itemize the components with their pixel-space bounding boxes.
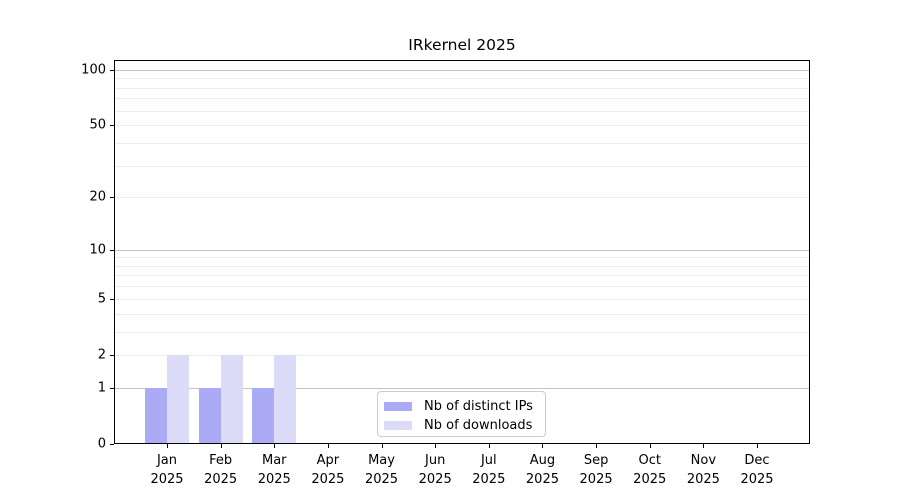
x-tick-label: Oct 2025 [633, 453, 667, 487]
gridline-minor [115, 98, 809, 99]
bar-distinct-ips [252, 387, 275, 443]
x-tick [221, 444, 222, 448]
gridline-minor [115, 111, 809, 112]
gridline-minor [115, 275, 809, 276]
bar-distinct-ips [198, 387, 221, 443]
legend-swatch-distinct-ips [384, 402, 412, 411]
x-tick [328, 444, 329, 448]
gridline-minor [115, 88, 809, 89]
y-tick [110, 250, 114, 251]
y-tick-label: 5 [97, 291, 106, 307]
x-tick [167, 444, 168, 448]
y-tick [110, 388, 114, 389]
bar-downloads [220, 354, 243, 443]
x-tick [703, 444, 704, 448]
x-tick-label: Jul 2025 [472, 453, 506, 487]
x-tick [542, 444, 543, 448]
y-tick [110, 125, 114, 126]
x-tick [435, 444, 436, 448]
y-tick [110, 70, 114, 71]
gridline-major [115, 388, 809, 389]
gridline-minor [115, 332, 809, 333]
bar-downloads [274, 354, 297, 443]
gridline-minor [115, 299, 809, 300]
legend-label-downloads: Nb of downloads [424, 418, 533, 433]
gridline-minor [115, 143, 809, 144]
bar-distinct-ips [145, 387, 167, 443]
chart-title: IRkernel 2025 [408, 36, 516, 54]
x-tick [382, 444, 383, 448]
y-tick-label: 1 [97, 380, 106, 396]
x-tick [489, 444, 490, 448]
gridline-minor [115, 314, 809, 315]
y-tick-label: 100 [81, 62, 106, 78]
x-tick-label: Apr 2025 [311, 453, 345, 487]
x-tick-label: Feb 2025 [204, 453, 238, 487]
x-tick-label: Nov 2025 [686, 453, 720, 487]
gridline-minor [115, 125, 809, 126]
gridline-minor [115, 78, 809, 79]
y-tick-label: 2 [97, 347, 106, 363]
legend: Nb of distinct IPs Nb of downloads [377, 391, 546, 437]
x-tick-label: Jan 2025 [150, 453, 184, 487]
y-tick-label: 0 [97, 436, 106, 452]
gridline-minor [115, 166, 809, 167]
x-tick [274, 444, 275, 448]
gridline-major [115, 250, 809, 251]
gridline-minor [115, 286, 809, 287]
gridline-minor [115, 266, 809, 267]
gridline-major [115, 70, 809, 71]
y-tick [110, 299, 114, 300]
legend-label-distinct-ips: Nb of distinct IPs [424, 399, 533, 414]
x-tick [596, 444, 597, 448]
y-tick-label: 10 [89, 242, 106, 258]
gridline-minor [115, 257, 809, 258]
bar-downloads [167, 354, 189, 443]
x-tick [757, 444, 758, 448]
legend-item-distinct-ips: Nb of distinct IPs [384, 397, 537, 416]
x-tick-label: May 2025 [364, 453, 399, 487]
x-tick-label: Jun 2025 [418, 453, 452, 487]
gridline-minor [115, 355, 809, 356]
x-tick-label: Sep 2025 [579, 453, 613, 487]
y-tick [110, 197, 114, 198]
y-tick-label: 20 [89, 189, 106, 205]
gridline-minor [115, 197, 809, 198]
x-tick [650, 444, 651, 448]
y-tick [110, 444, 114, 445]
y-tick [110, 355, 114, 356]
x-tick-label: Aug 2025 [525, 453, 559, 487]
legend-item-downloads: Nb of downloads [384, 416, 537, 435]
x-tick-label: Dec 2025 [740, 453, 774, 487]
x-tick-label: Mar 2025 [257, 453, 291, 487]
y-tick-label: 50 [89, 117, 106, 133]
legend-swatch-downloads [384, 421, 412, 430]
plot-area [114, 60, 810, 444]
